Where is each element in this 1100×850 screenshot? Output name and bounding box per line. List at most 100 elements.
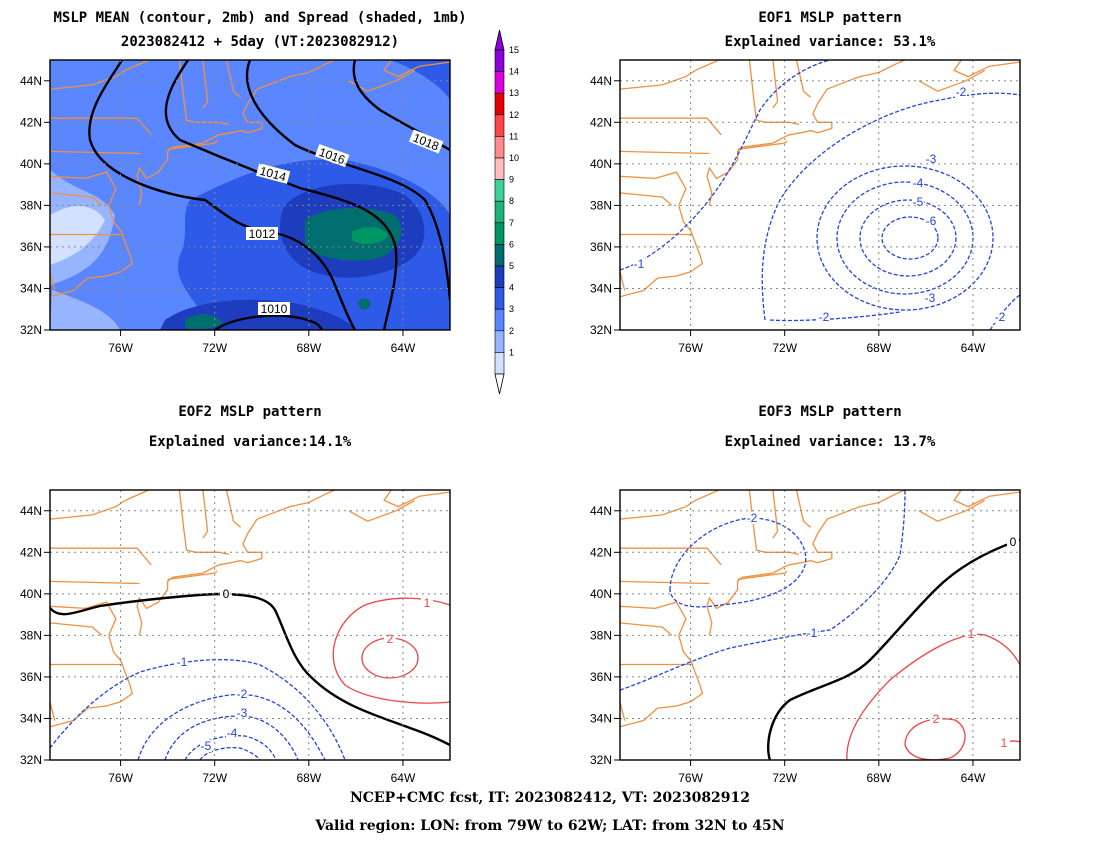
- x-tick-label: 68W: [866, 341, 891, 355]
- colorbar-swatch: [494, 222, 505, 245]
- y-tick-label: 38N: [590, 628, 612, 642]
- eof1-label: -5: [913, 195, 924, 209]
- contour-1014: [164, 60, 398, 330]
- eof3-label: -1: [807, 626, 818, 640]
- colorbar-swatch: [494, 71, 505, 94]
- coastline-segment: [918, 69, 986, 92]
- panel4-map: 0 -2 -1 1 2 1: [620, 490, 1020, 760]
- y-tick-label: 40N: [20, 587, 42, 601]
- coastline-segment: [748, 490, 799, 556]
- coastline-segment: [50, 271, 56, 291]
- panel-frame: [619, 59, 1021, 331]
- colorbar-swatch: [494, 179, 505, 202]
- y-tick-label: 36N: [590, 670, 612, 684]
- coastline-segment: [706, 60, 905, 206]
- colorbar-swatch: [494, 287, 505, 310]
- coastline-segment: [772, 490, 779, 539]
- colorbar-swatch: [494, 136, 505, 159]
- coastline-segment: [136, 60, 335, 206]
- eof2-label: 0: [223, 587, 230, 601]
- coastline-segment: [795, 490, 812, 528]
- panel1-subtitle: 2023082412 + 5day (VT:2023082912): [120, 34, 400, 50]
- x-tick-label: 76W: [108, 771, 133, 785]
- panel3-title: EOF2 MSLP pattern: [178, 404, 322, 420]
- x-tick-label: 64W: [391, 771, 416, 785]
- x-tick-label: 76W: [678, 771, 703, 785]
- colorbar-label: 6: [509, 239, 514, 249]
- panel2-map: -1 -2 -2 -2 -3 -3 -4 -5 -6: [620, 60, 1020, 330]
- colorbar-label: 2: [509, 326, 514, 336]
- contour-1012: [88, 60, 357, 330]
- panel3-map: 0 -1 -2 -3 -4 -5 1 2: [50, 490, 450, 760]
- colorbar-swatch: [494, 352, 505, 375]
- colorbar: 15 14 13 12 11 10 9 8 7 6 5 4 3 2 1: [494, 29, 519, 395]
- spread-shade-2b: [50, 290, 120, 330]
- y-tick-label: 40N: [590, 157, 612, 171]
- coastline-segment: [620, 622, 673, 636]
- y-tick-label: 40N: [20, 157, 42, 171]
- colorbar-swatch: [494, 244, 505, 267]
- eof1-label: -3: [926, 152, 937, 166]
- y-tick-label: 38N: [590, 198, 612, 212]
- colorbar-swatch: [494, 92, 505, 116]
- eof1-label: -6: [926, 214, 937, 228]
- eof1-label: -2: [956, 85, 967, 99]
- coastline-segment: [202, 490, 209, 539]
- eof3-zero-contour: [767, 538, 1020, 760]
- coastline-segment: [772, 60, 779, 109]
- coastline-segment: [620, 490, 720, 520]
- panel-frame: [49, 59, 451, 331]
- spread-shade-6c: [358, 298, 371, 310]
- eof2-label: -1: [177, 655, 188, 669]
- coastline-segment: [748, 60, 799, 126]
- panel4-subtitle: Explained variance: 13.7%: [724, 434, 936, 450]
- panel4-title: EOF3 MSLP pattern: [758, 404, 902, 420]
- eof2-label: 2: [387, 632, 394, 646]
- coastline-segment: [50, 192, 103, 206]
- y-tick-label: 42N: [590, 545, 612, 559]
- colorbar-label: 9: [509, 175, 514, 185]
- coastline-segment: [50, 622, 103, 636]
- coastline-segment: [348, 499, 416, 522]
- colorbar-label: 5: [509, 261, 514, 271]
- colorbar-label: 13: [509, 88, 519, 98]
- y-tick-label: 44N: [590, 504, 612, 518]
- coastline: [620, 60, 1020, 298]
- y-tick-label: 40N: [590, 587, 612, 601]
- eof1-label: -2: [819, 310, 830, 324]
- x-tick-label: 64W: [391, 341, 416, 355]
- eof1-label: -4: [913, 176, 924, 190]
- coastline: [620, 490, 1020, 728]
- label-1012: 1012: [249, 227, 276, 241]
- colorbar-label: 15: [509, 45, 519, 55]
- eof2-label: -5: [201, 739, 212, 753]
- coastline-segment: [620, 192, 673, 206]
- x-tick-label: 68W: [296, 341, 321, 355]
- eof2-label: 1: [424, 596, 431, 610]
- coastline-segment: [178, 60, 229, 126]
- coastline-segment: [737, 140, 788, 150]
- colorbar-label: 4: [509, 283, 514, 293]
- eof3-contours: [620, 490, 1020, 760]
- coastline-segment: [225, 490, 242, 528]
- coastline-segment: [225, 60, 242, 98]
- colorbar-label: 1: [509, 347, 514, 357]
- eof3-label: 1: [968, 627, 975, 641]
- label-1014: 1014: [258, 164, 288, 185]
- coastline: [50, 60, 450, 298]
- x-tick-label: 68W: [296, 771, 321, 785]
- coastline-segment: [202, 60, 209, 109]
- coastline-segment: [620, 271, 626, 291]
- panel1-title: MSLP MEAN (contour, 2mb) and Spread (sha…: [53, 10, 467, 26]
- colorbar-label: 3: [509, 304, 514, 314]
- coastline-segment: [50, 171, 134, 298]
- x-tick-label: 64W: [961, 771, 986, 785]
- colorbar-label: 8: [509, 196, 514, 206]
- y-tick-label: 42N: [590, 115, 612, 129]
- coastline-segment: [620, 580, 710, 585]
- spread-shade-4b: [390, 60, 450, 100]
- contour-1016: [245, 60, 450, 301]
- y-tick-label: 36N: [20, 670, 42, 684]
- colorbar-label: 12: [509, 110, 519, 120]
- panel-frame: [49, 489, 451, 761]
